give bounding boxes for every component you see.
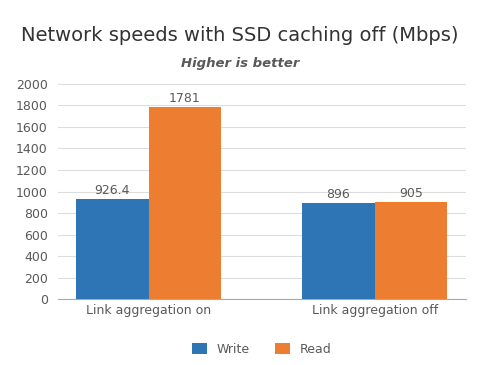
Text: 1781: 1781 [169,92,201,105]
Text: 896: 896 [326,188,350,201]
Text: 926.4: 926.4 [95,184,130,197]
Text: Network speeds with SSD caching off (Mbps): Network speeds with SSD caching off (Mbp… [21,26,459,45]
Text: Higher is better: Higher is better [181,57,299,70]
Legend: Write, Read: Write, Read [187,338,336,361]
Bar [302,203,375,299]
Bar [375,202,447,299]
Text: 905: 905 [399,187,423,200]
Bar [148,107,221,299]
Bar [76,199,148,299]
